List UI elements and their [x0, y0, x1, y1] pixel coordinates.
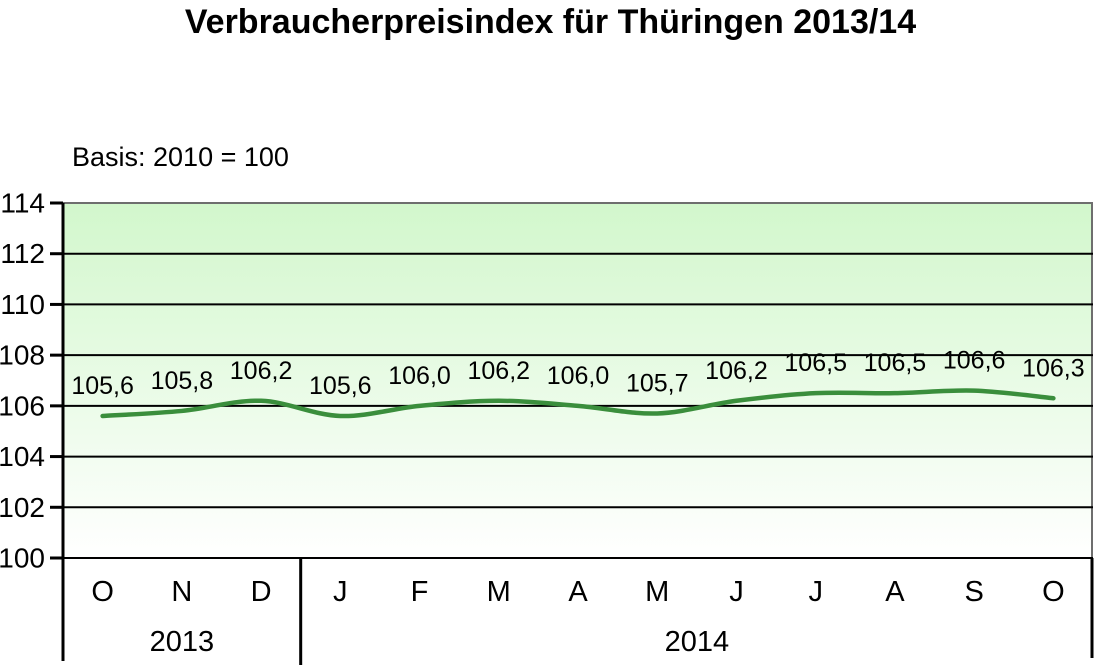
chart-title: Verbraucherpreisindex für Thüringen 2013…: [184, 3, 917, 41]
y-tick-label: 114: [0, 188, 45, 219]
month-label: M: [487, 576, 511, 608]
data-label: 106,5: [864, 349, 927, 377]
data-label: 105,8: [151, 367, 214, 395]
month-label: A: [885, 576, 905, 608]
month-label: J: [808, 576, 823, 608]
gridlines: [63, 252, 1093, 559]
year-labels: 2013 2014: [150, 626, 730, 658]
month-label: A: [568, 576, 588, 608]
y-tick-label: 104: [0, 441, 45, 472]
month-label: M: [645, 576, 669, 608]
basis-subtitle: Basis: 2010 = 100: [72, 142, 289, 172]
y-tick-label: 102: [0, 492, 45, 523]
month-label: F: [411, 576, 429, 608]
data-label: 106,0: [388, 362, 451, 390]
year-label: 2013: [150, 626, 215, 658]
month-label: N: [171, 576, 192, 608]
month-label: O: [91, 576, 114, 608]
y-tick-label: 108: [0, 340, 45, 371]
y-tick-label: 100: [0, 543, 45, 574]
data-labels: 105,6 105,8 106,2 105,6 106,0 106,2 106,0 105,7…: [71, 347, 1084, 400]
y-axis-labels: 100 102 104 106 108 110 112 114: [0, 188, 45, 574]
month-label: O: [1042, 576, 1065, 608]
data-label: 106,6: [943, 347, 1006, 375]
data-label: 106,5: [784, 349, 847, 377]
data-label: 106,0: [547, 362, 610, 390]
month-label: D: [251, 576, 272, 608]
series-line: [100, 388, 1056, 419]
month-label: J: [729, 576, 744, 608]
data-label: 105,7: [626, 369, 689, 397]
month-label: J: [333, 576, 348, 608]
data-label: 105,6: [309, 372, 372, 400]
data-label: 106,2: [230, 357, 293, 385]
data-label: 106,2: [467, 357, 530, 385]
y-tick-label: 110: [0, 289, 45, 320]
data-label: 106,3: [1022, 354, 1085, 382]
y-tick-label: 106: [0, 390, 45, 421]
plot-border: [63, 202, 1093, 558]
data-label: 106,2: [705, 357, 768, 385]
data-label: 105,6: [71, 372, 134, 400]
axis-lines: [61, 203, 1094, 665]
year-label: 2014: [665, 626, 730, 658]
y-tick-label: 112: [0, 238, 45, 269]
plot-area-background: [63, 203, 1093, 558]
month-label: S: [964, 576, 983, 608]
y-axis-ticks: [50, 201, 63, 560]
